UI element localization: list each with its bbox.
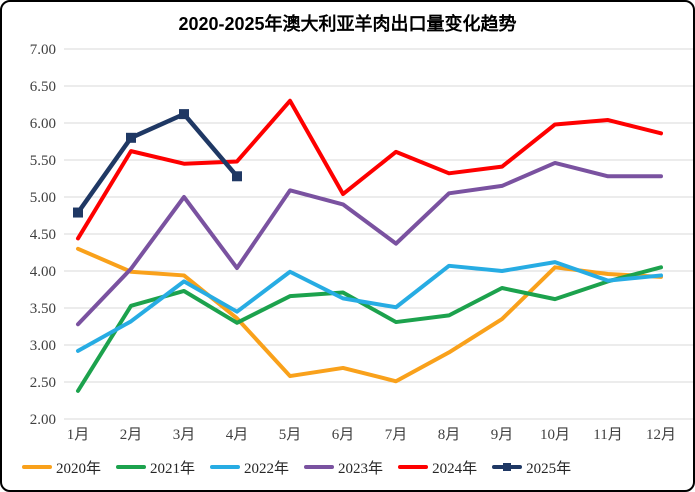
legend-label: 2022年	[244, 460, 290, 477]
series-line-2022年	[76, 260, 663, 353]
chart-title: 2020-2025年澳大利亚羊肉出口量变化趋势	[178, 14, 517, 34]
chart-legend: 2020年 2021年 2022年 2023年 2024年 2025年	[22, 456, 683, 478]
x-tick-label: 12月	[646, 427, 676, 443]
y-tick-label: 4.00	[30, 264, 56, 280]
legend-label: 2021年	[150, 460, 196, 477]
legend-label: 2025年	[526, 460, 572, 477]
series-marker-2025年	[126, 132, 136, 143]
y-tick-label: 6.50	[30, 79, 56, 95]
legend-line-swatch	[22, 465, 52, 469]
legend-item-2023年: 2023年	[304, 457, 383, 478]
legend-label: 2020年	[56, 460, 102, 477]
legend-line-swatch	[398, 465, 429, 469]
series-line-2024年	[76, 98, 663, 241]
series-marker-2025年	[73, 207, 83, 218]
y-tick-label: 2.50	[30, 375, 56, 391]
legend-label: 2024年	[432, 460, 478, 477]
y-tick-label: 4.50	[30, 227, 56, 243]
x-tick-label: 9月	[491, 427, 514, 443]
x-tick-label: 4月	[226, 427, 249, 443]
x-tick-label: 7月	[385, 427, 408, 443]
legend-item-2025年: 2025年	[492, 457, 571, 478]
x-tick-label: 3月	[173, 427, 196, 443]
legend-line-swatch	[116, 465, 147, 469]
x-tick-label: 8月	[438, 427, 461, 443]
y-tick-label: 3.50	[30, 301, 56, 317]
legend-line-swatch	[492, 463, 523, 471]
series-marker-2025年	[232, 171, 242, 182]
legend-item-2022年: 2022年	[210, 457, 289, 478]
series-marker-2025年	[179, 109, 189, 120]
y-tick-label: 2.00	[30, 412, 56, 428]
legend-label: 2023年	[338, 460, 384, 477]
series-line-2025年	[75, 111, 240, 215]
x-tick-label: 1月	[67, 427, 90, 443]
y-tick-label: 5.00	[30, 190, 56, 206]
x-tick-label: 10月	[540, 427, 570, 443]
x-tick-label: 5月	[279, 427, 302, 443]
legend-line-swatch	[304, 465, 335, 469]
legend-item-2021年: 2021年	[116, 457, 195, 478]
series-line-2021年	[76, 265, 663, 393]
y-tick-label: 5.50	[30, 153, 56, 169]
legend-square-marker	[503, 463, 512, 471]
series-line-2020年	[76, 246, 663, 384]
legend-item-2020年: 2020年	[22, 457, 101, 478]
y-tick-label: 3.00	[30, 338, 56, 354]
series-line-2023年	[76, 160, 663, 327]
y-tick-label: 7.00	[30, 42, 56, 58]
x-tick-label: 6月	[332, 427, 355, 443]
x-tick-label: 11月	[593, 427, 622, 443]
y-tick-label: 6.00	[30, 116, 56, 132]
legend-line-swatch	[210, 465, 241, 469]
x-tick-label: 2月	[120, 427, 143, 443]
legend-item-2024年: 2024年	[398, 457, 477, 478]
